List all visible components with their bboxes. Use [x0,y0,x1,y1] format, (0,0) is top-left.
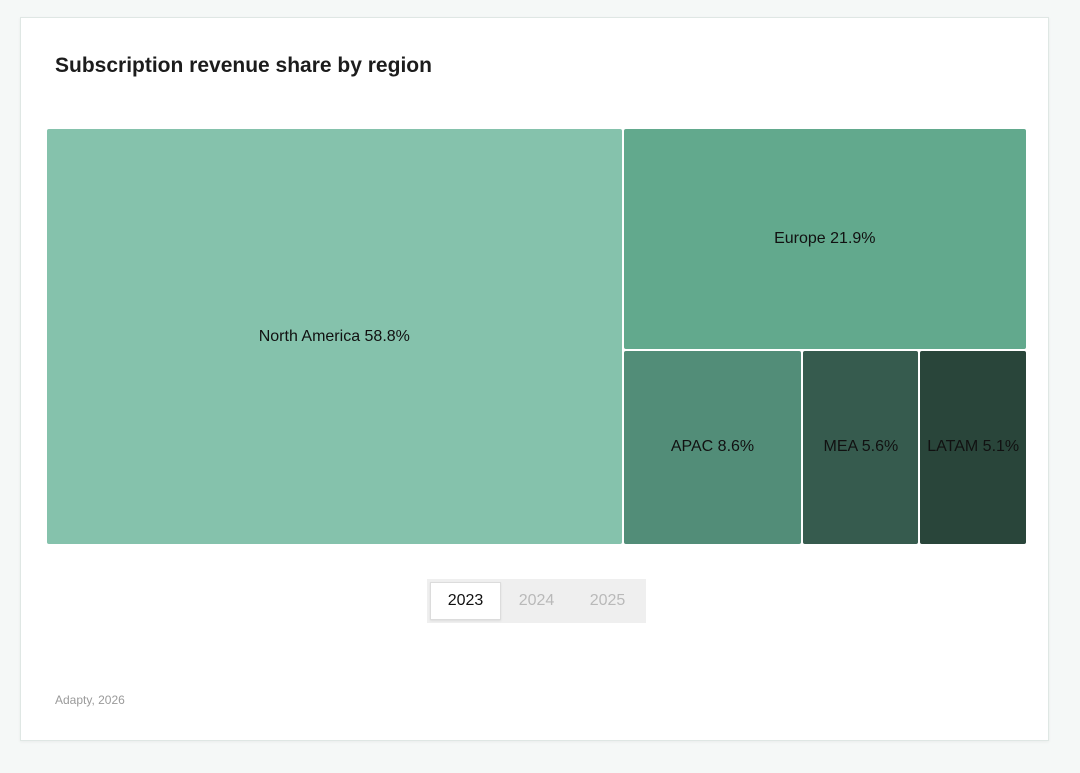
treemap-tile-label: APAC 8.6% [670,438,755,456]
treemap-tile-label: LATAM 5.1% [927,438,1020,456]
treemap-tile-label: MEA 5.6% [823,438,899,456]
treemap-tile-label: North America 58.8% [258,327,410,345]
year-toggle: 2023 2024 2025 [427,579,646,623]
treemap-tile-latam[interactable]: LATAM 5.1% [920,350,1026,544]
source-note: Adapty, 2026 [55,693,125,707]
year-option-2023[interactable]: 2023 [430,582,501,620]
treemap-tile-europe[interactable]: Europe 21.9% [623,129,1026,349]
year-option-2025[interactable]: 2025 [589,592,626,609]
chart-card: Subscription revenue share by region Nor… [20,17,1049,741]
treemap-tile-label: Europe 21.9% [774,229,876,247]
chart-title: Subscription revenue share by region [55,54,432,77]
year-option-2024[interactable]: 2024 [518,592,555,609]
treemap-tile-north-america[interactable]: North America 58.8% [47,129,622,544]
treemap-tile-apac[interactable]: APAC 8.6% [623,350,802,544]
treemap: North America 58.8% Europe 21.9% APAC 8.6%… [47,129,1026,544]
treemap-tile-mea[interactable]: MEA 5.6% [803,350,919,544]
